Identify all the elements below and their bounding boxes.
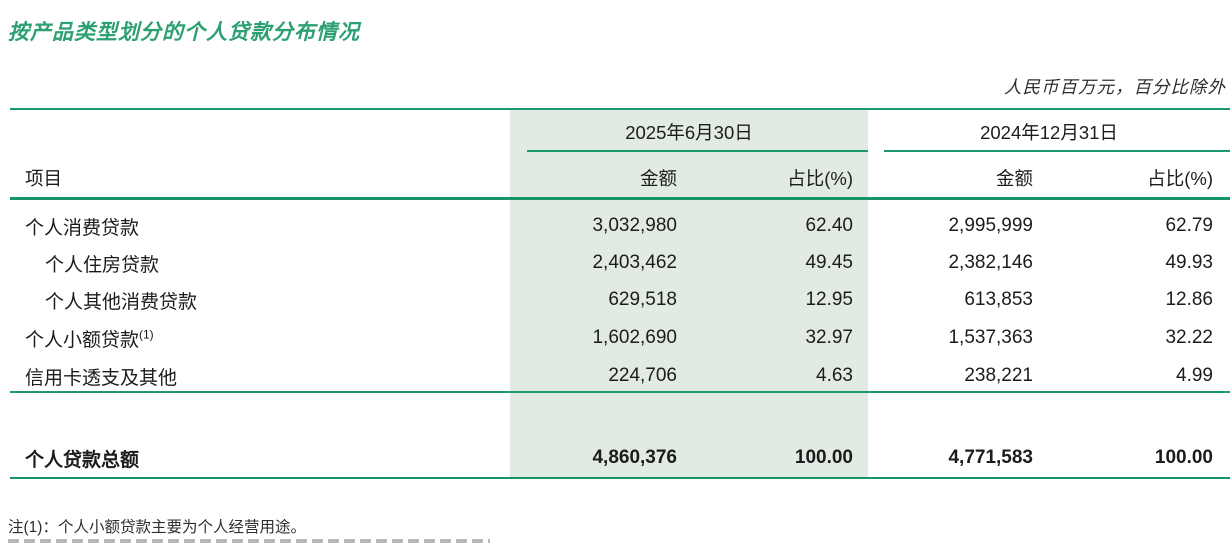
table-row: 个人消费贷款 3,032,980 62.40 2,995,999 62.79 [10,207,1230,245]
total-amount-2024: 4,771,583 [948,447,1033,468]
currency-unit-note: 人民币百万元，百分比除外 [1004,77,1226,97]
period-2024-header: 2024年12月31日 [980,122,1118,143]
pct-2024: 49.93 [1165,252,1213,273]
clipped-next-line-fragment [8,539,490,543]
pct-2025: 4.63 [816,365,853,386]
footnote-ref: (1) [139,327,154,342]
amount-2024: 2,382,146 [948,252,1033,273]
period-2024-underline [884,150,1230,152]
total-row: 个人贷款总额 4,860,376 100.00 4,771,583 100.00 [10,440,1230,476]
page-title: 按产品类型划分的个人贷款分布情况 [8,21,360,44]
pct-2025: 62.40 [805,215,853,236]
row-label: 信用卡透支及其他 [25,367,178,389]
amount-2025: 224,706 [608,365,677,386]
table-bottom-rule [10,477,1230,479]
column-header-amount-2025: 金额 [639,168,677,189]
period-header-row: 2025年6月30日 2024年12月31日 [10,112,1230,152]
footnote: 注(1)：个人小额贷款主要为个人经营用途。 [8,519,306,536]
amount-2025: 629,518 [608,289,677,310]
amount-2024: 613,853 [964,289,1033,310]
current-period-highlight-band [510,109,868,479]
amount-2025: 3,032,980 [592,215,677,236]
table-row: 个人住房贷款 2,403,462 49.45 2,382,146 49.93 [10,244,1230,282]
header-bottom-rule [10,197,1230,200]
pct-2024: 62.79 [1165,215,1213,236]
period-2025-underline [527,150,868,152]
table-row: 个人小额贷款(1) 1,602,690 32.97 1,537,363 32.2… [10,319,1230,357]
amount-2025: 1,602,690 [592,327,677,348]
pre-total-rule [10,391,1230,393]
pct-2024: 32.22 [1165,327,1213,348]
table-row: 个人其他消费贷款 629,518 12.95 613,853 12.86 [10,281,1230,319]
row-label: 个人其他消费贷款 [45,291,198,313]
column-header-pct-2025: 占比(%) [787,168,853,189]
column-header-item: 项目 [25,168,63,189]
row-label: 个人小额贷款 [25,329,140,351]
total-pct-2025: 100.00 [794,447,853,468]
amount-2024: 1,537,363 [948,327,1033,348]
pct-2024: 4.99 [1176,365,1213,386]
table-row: 信用卡透支及其他 224,706 4.63 238,221 4.99 [10,357,1230,395]
total-label: 个人贷款总额 [25,449,140,471]
row-label: 个人消费贷款 [25,217,140,239]
pct-2025: 32.97 [805,327,853,348]
amount-2024: 238,221 [964,365,1033,386]
pct-2025: 49.45 [805,252,853,273]
total-amount-2025: 4,860,376 [592,447,677,468]
column-header-pct-2024: 占比(%) [1147,168,1213,189]
column-header-row: 项目 金额 占比(%) 金额 占比(%) [10,156,1230,200]
total-pct-2024: 100.00 [1154,447,1213,468]
amount-2025: 2,403,462 [592,252,677,273]
pct-2024: 12.86 [1165,289,1213,310]
column-header-amount-2024: 金额 [995,168,1033,189]
period-2025-header: 2025年6月30日 [625,122,753,143]
amount-2024: 2,995,999 [948,215,1033,236]
table-top-rule [10,108,1230,110]
pct-2025: 12.95 [805,289,853,310]
row-label: 个人住房贷款 [45,254,160,276]
